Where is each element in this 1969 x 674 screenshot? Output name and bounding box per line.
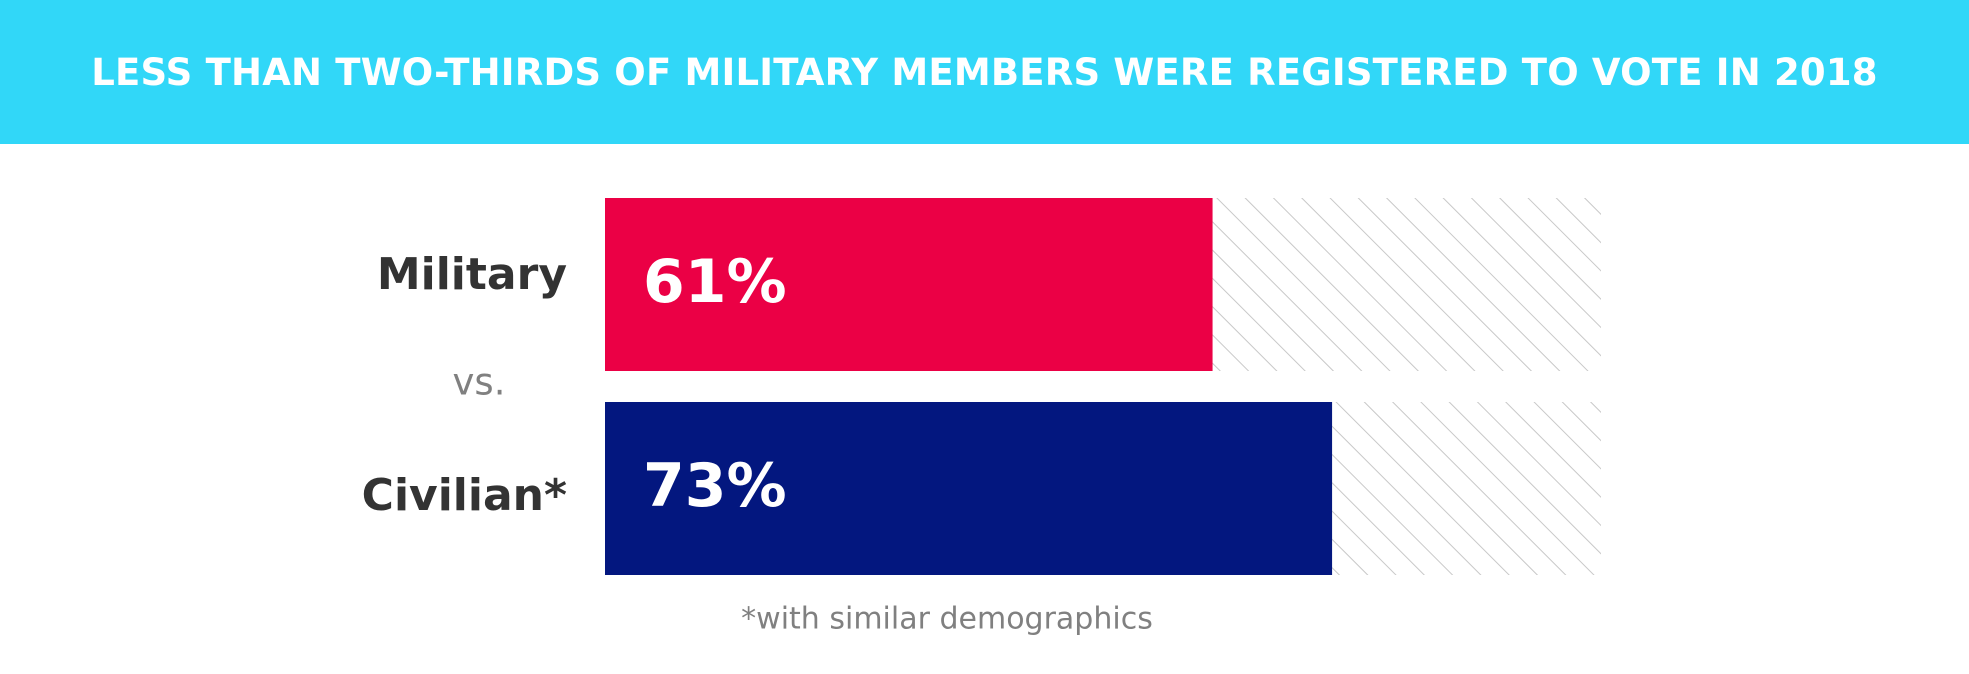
- chart-title: LESS THAN TWO-THIRDS OF MILITARY MEMBERS…: [91, 50, 1878, 94]
- military-category-label: Military: [377, 249, 567, 300]
- civilian-bar: [605, 402, 1333, 575]
- civilian-remainder-hatch: [1332, 402, 1601, 575]
- civilian-value-label: 73%: [643, 451, 787, 521]
- military-bar: [605, 198, 1213, 371]
- military-value-label: 61%: [643, 247, 787, 317]
- footnote: *with similar demographics: [741, 602, 1153, 637]
- vs-separator: vs.: [453, 361, 506, 404]
- military-remainder-hatch: [1212, 198, 1601, 371]
- civilian-category-label: Civilian*: [362, 470, 567, 521]
- title-banner: LESS THAN TWO-THIRDS OF MILITARY MEMBERS…: [0, 0, 1969, 144]
